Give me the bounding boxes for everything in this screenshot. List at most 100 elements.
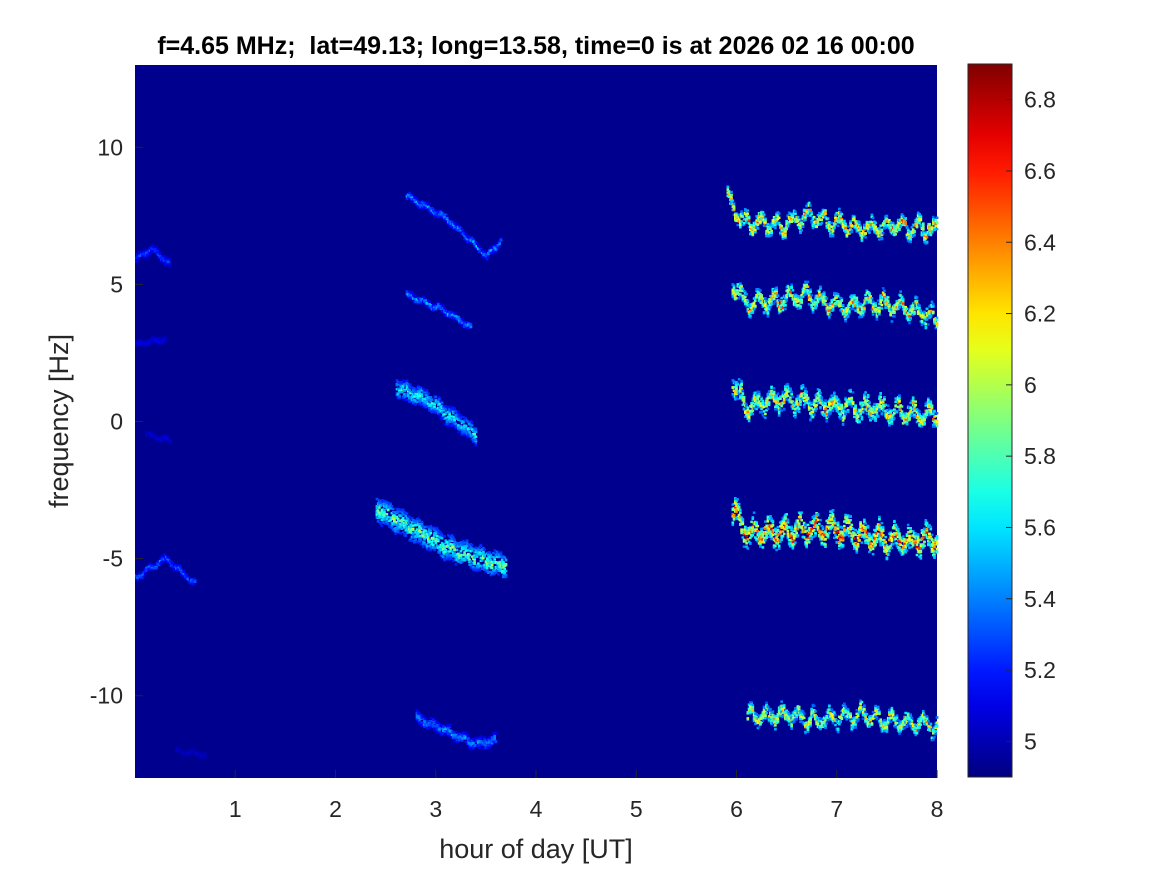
heatmap-cell [746,299,750,302]
chart-title: f=4.65 MHz; lat=49.13; long=13.58, time=… [157,32,914,60]
heatmap-cell [152,245,156,249]
heatmap-cell [878,230,881,233]
heatmap-cell [836,293,840,296]
heatmap-cell [843,228,846,232]
heatmap-cell [460,558,464,562]
heatmap-cell [869,228,872,231]
heatmap-cell [878,306,881,309]
heatmap-cell [409,383,412,386]
heatmap-cell [893,226,896,229]
heatmap-cell [751,233,755,236]
heatmap-cell [383,509,386,512]
heatmap-cell [470,549,474,552]
heatmap-cell [875,308,879,312]
heatmap-cell [420,395,424,398]
heatmap-cell [747,215,751,218]
heatmap-cell [414,392,417,396]
heatmap-cell [460,427,464,430]
heatmap-cell [460,734,464,737]
heatmap-cell [868,231,871,234]
heatmap-cell [428,722,431,725]
heatmap-cell [468,427,471,430]
heatmap-cell [419,396,423,399]
heatmap-cell [841,225,845,228]
heatmap-cell [840,307,844,311]
heatmap-cell [804,280,807,283]
heatmap-cell [774,222,777,225]
heatmap-cell [469,560,473,563]
heatmap-cell [484,251,488,254]
heatmap-cell [784,228,787,231]
heatmap-cell [726,186,730,189]
heatmap-cell [432,410,435,413]
heatmap-cell [474,554,478,557]
heatmap-cell [455,553,459,556]
heatmap-cell [829,304,832,307]
heatmap-cell [749,228,752,232]
heatmap-cell [781,228,785,232]
heatmap-cell [400,381,404,384]
heatmap-cell [930,226,934,229]
heatmap-cell [883,224,886,227]
heatmap-cell [824,210,827,213]
heatmap-cell [400,514,404,517]
heatmap-cell [732,285,736,289]
heatmap-cell [156,342,159,345]
heatmap-cell [853,217,856,221]
heatmap-cell [135,578,138,581]
heatmap-cell [393,523,396,526]
heatmap-cell [468,544,471,547]
heatmap-cell [452,559,455,562]
heatmap-cell [455,229,459,232]
heatmap-cell [463,552,466,556]
heatmap-cell [794,295,797,298]
heatmap-cell [794,302,797,305]
heatmap-cell [460,323,464,326]
heatmap-cell [490,566,494,569]
heatmap-cell [458,319,461,323]
heatmap-cell [448,411,451,414]
heatmap-cell [791,216,795,219]
heatmap-cell [427,535,430,538]
heatmap-cell [463,558,466,562]
heatmap-cell [895,224,899,227]
heatmap-cell [386,506,390,510]
heatmap-cell [439,209,443,212]
heatmap-cell [797,226,801,229]
heatmap-cell [428,300,431,303]
heatmap-cell [459,556,463,560]
heatmap-cell [153,434,157,437]
heatmap-cell [732,284,736,287]
heatmap-cell [821,303,825,306]
heatmap-cell [777,308,781,311]
heatmap-cell [898,228,901,231]
heatmap-cell [406,521,410,524]
heatmap-cell [457,315,460,319]
heatmap-cell [156,561,159,564]
heatmap-cell [146,254,149,257]
heatmap-cell [430,398,434,401]
heatmap-cell [445,540,449,544]
heatmap-cell [163,554,167,557]
heatmap-cell [468,235,471,238]
heatmap-cell [473,556,476,559]
heatmap-cell [868,292,871,295]
heatmap-cell [485,562,489,565]
heatmap-cell [178,746,182,749]
heatmap-cell [399,508,402,511]
heatmap-cell [418,720,421,724]
heatmap-cell [401,384,405,388]
heatmap-cell [844,320,847,323]
heatmap-cell [809,290,812,294]
heatmap-cell [165,437,168,440]
heatmap-cell [454,733,458,736]
heatmap-cell [444,729,448,732]
heatmap-cell [161,341,164,345]
heatmap-cell [825,297,829,300]
heatmap-cell [434,532,438,535]
heatmap-cell [833,226,836,230]
heatmap-cell [483,548,486,551]
heatmap-cell [473,439,476,442]
heatmap-cell [799,224,802,227]
heatmap-cell [826,217,830,220]
